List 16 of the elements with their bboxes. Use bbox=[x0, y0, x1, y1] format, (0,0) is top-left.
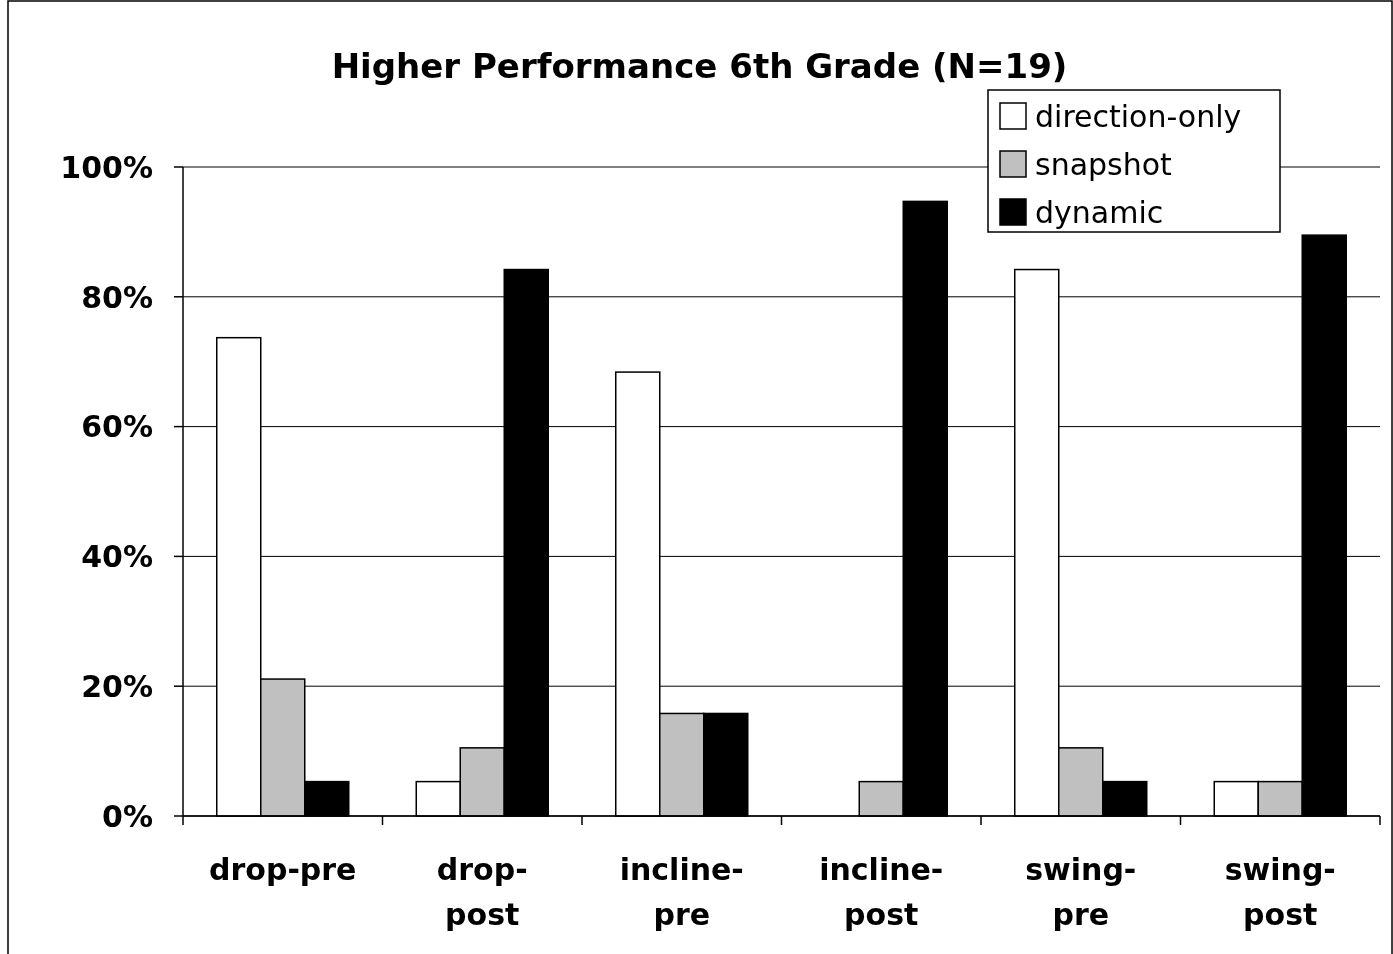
y-tick-label: 60% bbox=[81, 409, 153, 445]
legend-label: direction-only bbox=[1035, 98, 1242, 134]
y-tick-label: 100% bbox=[60, 149, 153, 185]
x-tick-label: swing-pre bbox=[1025, 852, 1137, 932]
x-tick-label: incline-post bbox=[819, 852, 944, 932]
x-tick-label: swing-post bbox=[1224, 852, 1336, 932]
x-tick-label: incline-pre bbox=[619, 852, 744, 932]
y-tick-label: 80% bbox=[81, 279, 153, 315]
chart-title: Higher Performance 6th Grade (N=19) bbox=[331, 46, 1068, 86]
y-tick-label: 40% bbox=[81, 539, 153, 575]
legend-label: snapshot bbox=[1035, 146, 1173, 182]
y-tick-label: 0% bbox=[102, 798, 153, 834]
y-tick-label: 20% bbox=[81, 669, 153, 704]
x-tick-label: drop-post bbox=[436, 852, 528, 932]
x-tick-label: drop-pre bbox=[209, 852, 357, 887]
legend-label: dynamic bbox=[1035, 194, 1164, 230]
